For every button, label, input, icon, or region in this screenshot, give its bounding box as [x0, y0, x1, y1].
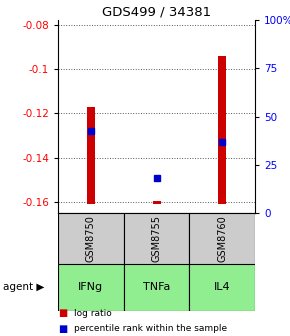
Bar [58, 213, 124, 264]
Bar [124, 213, 189, 264]
Text: GSM8760: GSM8760 [217, 215, 227, 262]
Text: GSM8750: GSM8750 [86, 215, 96, 262]
Text: IL4: IL4 [214, 282, 231, 292]
Bar [124, 264, 189, 311]
Bar [189, 213, 255, 264]
Text: agent ▶: agent ▶ [3, 282, 44, 292]
Text: TNFa: TNFa [143, 282, 170, 292]
Text: ■: ■ [58, 308, 67, 318]
Bar [58, 264, 124, 311]
Title: GDS499 / 34381: GDS499 / 34381 [102, 6, 211, 19]
Text: log ratio: log ratio [74, 309, 112, 318]
Text: ■: ■ [58, 324, 67, 334]
Bar [218, 56, 226, 205]
Bar [87, 107, 95, 205]
Text: GSM8755: GSM8755 [152, 215, 162, 262]
Text: IFNg: IFNg [78, 282, 104, 292]
Bar [153, 201, 161, 205]
Text: percentile rank within the sample: percentile rank within the sample [74, 324, 227, 333]
Bar [189, 264, 255, 311]
